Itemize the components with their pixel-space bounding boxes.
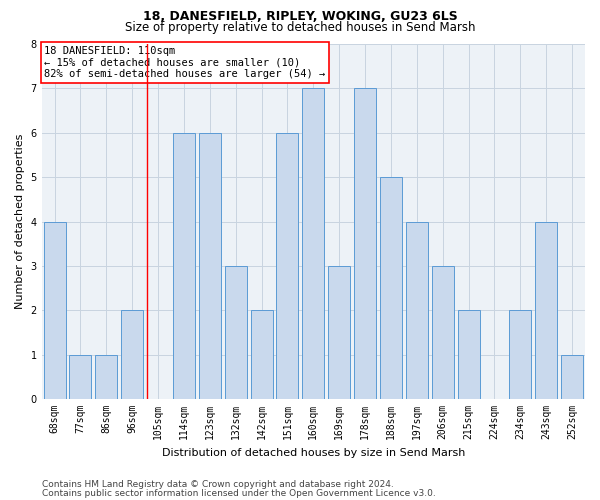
Y-axis label: Number of detached properties: Number of detached properties <box>15 134 25 309</box>
Text: Size of property relative to detached houses in Send Marsh: Size of property relative to detached ho… <box>125 21 475 34</box>
Text: Contains HM Land Registry data © Crown copyright and database right 2024.: Contains HM Land Registry data © Crown c… <box>42 480 394 489</box>
Bar <box>458 310 479 399</box>
Bar <box>277 133 298 399</box>
Text: Contains public sector information licensed under the Open Government Licence v3: Contains public sector information licen… <box>42 488 436 498</box>
Bar <box>328 266 350 399</box>
Bar <box>509 310 532 399</box>
Bar <box>251 310 272 399</box>
Bar <box>44 222 65 399</box>
Bar <box>406 222 428 399</box>
Bar <box>380 177 402 399</box>
Bar <box>432 266 454 399</box>
Bar <box>535 222 557 399</box>
Bar <box>121 310 143 399</box>
Bar <box>70 354 91 399</box>
Text: 18 DANESFIELD: 110sqm
← 15% of detached houses are smaller (10)
82% of semi-deta: 18 DANESFIELD: 110sqm ← 15% of detached … <box>44 46 326 79</box>
X-axis label: Distribution of detached houses by size in Send Marsh: Distribution of detached houses by size … <box>161 448 465 458</box>
Text: 18, DANESFIELD, RIPLEY, WOKING, GU23 6LS: 18, DANESFIELD, RIPLEY, WOKING, GU23 6LS <box>143 10 457 23</box>
Bar <box>199 133 221 399</box>
Bar <box>354 88 376 399</box>
Bar <box>225 266 247 399</box>
Bar <box>561 354 583 399</box>
Bar <box>95 354 118 399</box>
Bar <box>173 133 195 399</box>
Bar <box>302 88 325 399</box>
